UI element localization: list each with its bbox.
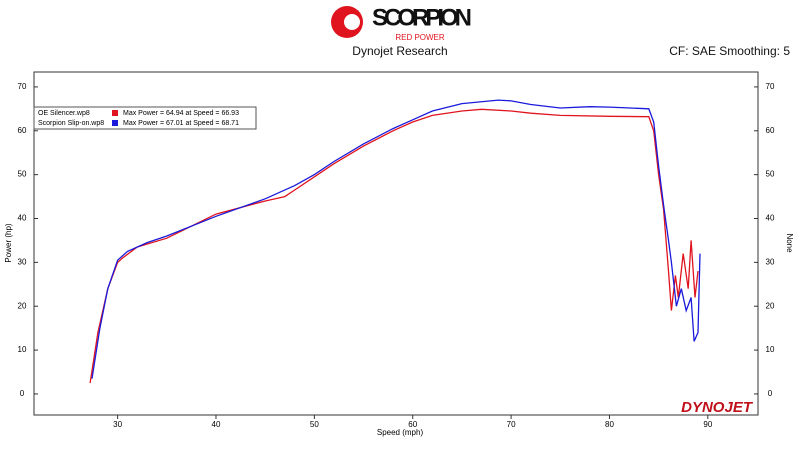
y2-tick-label: 20 [766, 301, 775, 310]
corner-note: CF: SAE Smoothing: 5 [669, 44, 790, 58]
x-tick-label: 40 [212, 420, 221, 429]
series-line [91, 99, 701, 379]
y-tick-label: 70 [18, 82, 27, 91]
x-tick-label: 80 [605, 420, 614, 429]
x-tick-label: 70 [507, 420, 516, 429]
legend-note: Max Power = 64.94 at Speed = 66.93 [123, 110, 239, 117]
y2-tick-label: 40 [766, 214, 775, 223]
legend-box [33, 106, 257, 130]
legend-swatch [112, 120, 118, 126]
logo-text: SCORPION [372, 4, 472, 31]
legend: OE Silencer.wp8 Max Power = 64.94 at Spee… [33, 106, 257, 130]
x-tick-label: 60 [408, 420, 417, 429]
legend-note: Max Power = 67.01 at Speed = 68.71 [123, 120, 239, 127]
watermark: DYNOJET [681, 399, 754, 416]
y-axis-label: Power (hp) [4, 223, 13, 262]
logo-tagline: RED POWER [395, 33, 445, 42]
y2-tick-label: 30 [766, 257, 775, 266]
y2-tick-label: 50 [766, 170, 775, 179]
x-tick-label: 30 [113, 420, 122, 429]
y-tick-label: 60 [18, 126, 27, 135]
y2-tick-label: 0 [768, 389, 773, 398]
logo-mark [344, 14, 360, 30]
chart-title: Dynojet Research [352, 44, 447, 58]
y-tick-label: 20 [18, 301, 27, 310]
y2-tick-label: 70 [766, 82, 775, 91]
legend-name: OE Silencer.wp8 [38, 110, 90, 117]
x-tick-label: 50 [310, 420, 319, 429]
y2-axis-label: None [785, 233, 794, 253]
x-axis-label: Speed (mph) [377, 428, 424, 437]
y-tick-label: 0 [20, 389, 25, 398]
y-tick-label: 50 [18, 170, 27, 179]
legend-name: Scorpion Slip-on.wp8 [38, 120, 104, 127]
legend-swatch [112, 110, 118, 116]
y-tick-label: 30 [18, 257, 27, 266]
y2-tick-label: 60 [766, 126, 775, 135]
y2-tick-label: 10 [766, 345, 775, 354]
series-line [89, 108, 699, 384]
y-tick-label: 10 [18, 345, 27, 354]
x-tick-label: 90 [703, 420, 712, 429]
y-tick-label: 40 [18, 214, 27, 223]
